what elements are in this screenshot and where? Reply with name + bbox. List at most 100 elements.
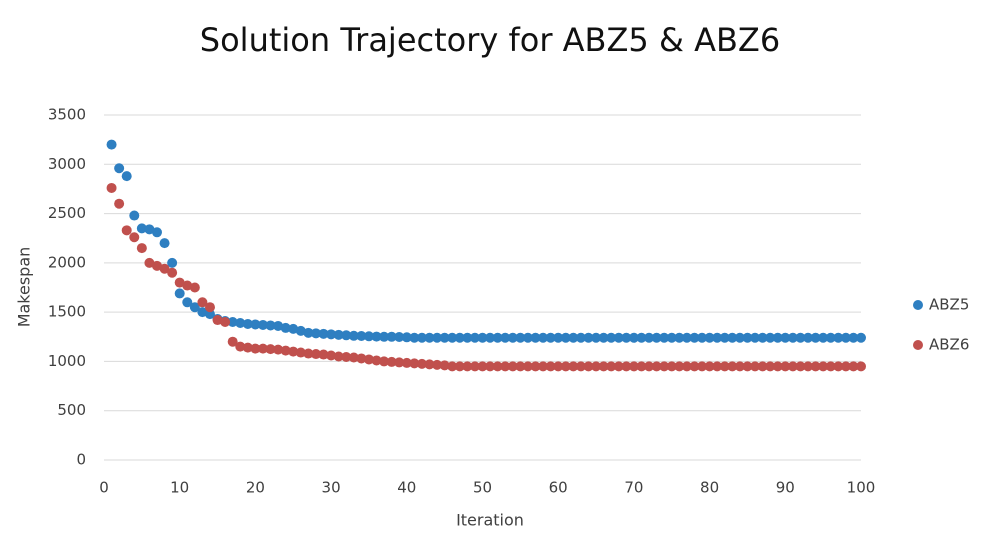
- point: [386, 356, 397, 367]
- point: [114, 198, 125, 209]
- point: [363, 331, 374, 342]
- point: [848, 332, 859, 343]
- point: [644, 361, 655, 372]
- point: [273, 344, 284, 355]
- point: [121, 171, 132, 182]
- point: [265, 344, 276, 355]
- point: [409, 332, 420, 343]
- point: [795, 361, 806, 372]
- point: [469, 332, 480, 343]
- point: [318, 328, 329, 339]
- point: [356, 353, 367, 364]
- point: [575, 361, 586, 372]
- point: [416, 358, 427, 369]
- y-tick-label: 0: [76, 451, 86, 469]
- point: [833, 332, 844, 343]
- point: [432, 332, 443, 343]
- point: [310, 328, 321, 339]
- point: [477, 361, 488, 372]
- point: [538, 332, 549, 343]
- point: [401, 332, 412, 343]
- point: [825, 361, 836, 372]
- point: [803, 332, 814, 343]
- legend-marker: [913, 300, 923, 310]
- point: [856, 361, 866, 372]
- y-axis-label: Makespan: [15, 247, 34, 328]
- point: [310, 349, 321, 360]
- point: [507, 361, 518, 372]
- point: [477, 332, 488, 343]
- point: [326, 329, 337, 340]
- point: [818, 361, 829, 372]
- point: [182, 297, 193, 308]
- point: [704, 361, 715, 372]
- point: [681, 332, 692, 343]
- point: [257, 319, 268, 330]
- point: [341, 330, 352, 341]
- point: [106, 182, 117, 193]
- point: [538, 361, 549, 372]
- point: [212, 315, 223, 326]
- point: [303, 348, 314, 359]
- point: [280, 322, 291, 333]
- point: [257, 343, 268, 354]
- x-tick-label: 10: [170, 479, 189, 497]
- legend-label: ABZ6: [929, 336, 969, 354]
- x-axis-label: Iteration: [456, 511, 524, 530]
- point: [106, 139, 117, 150]
- point: [560, 361, 571, 372]
- point: [136, 223, 147, 234]
- x-tick-label: 60: [549, 479, 568, 497]
- point: [613, 361, 624, 372]
- point: [772, 332, 783, 343]
- point: [659, 361, 670, 372]
- point: [591, 332, 602, 343]
- point: [288, 323, 299, 334]
- point: [803, 361, 814, 372]
- point: [583, 332, 594, 343]
- point: [507, 332, 518, 343]
- point: [742, 332, 753, 343]
- point: [734, 332, 745, 343]
- point: [280, 345, 291, 356]
- point: [424, 332, 435, 343]
- point: [500, 361, 511, 372]
- point: [856, 332, 866, 343]
- y-tick-label: 1000: [48, 352, 86, 370]
- point: [485, 332, 496, 343]
- y-tick-label: 3000: [48, 155, 86, 173]
- x-tick-label: 90: [776, 479, 795, 497]
- point: [606, 361, 617, 372]
- point: [333, 329, 344, 340]
- point: [651, 332, 662, 343]
- point: [621, 332, 632, 343]
- point: [424, 359, 435, 370]
- point: [174, 277, 185, 288]
- point: [818, 332, 829, 343]
- point: [265, 320, 276, 331]
- point: [598, 361, 609, 372]
- point: [121, 225, 132, 236]
- point: [409, 358, 420, 369]
- point: [674, 332, 685, 343]
- point: [386, 331, 397, 342]
- point: [485, 361, 496, 372]
- point: [606, 332, 617, 343]
- y-tick-label: 2500: [48, 204, 86, 222]
- point: [810, 332, 821, 343]
- point: [727, 361, 738, 372]
- legend-label: ABZ5: [929, 296, 969, 314]
- x-tick-label: 100: [847, 479, 876, 497]
- point: [651, 361, 662, 372]
- point: [628, 332, 639, 343]
- point: [742, 361, 753, 372]
- point: [242, 318, 253, 329]
- x-tick-label: 30: [322, 479, 341, 497]
- point: [348, 330, 359, 341]
- x-tick-label: 0: [99, 479, 109, 497]
- point: [227, 317, 238, 327]
- point: [182, 280, 193, 291]
- point: [363, 354, 374, 365]
- point: [114, 163, 125, 174]
